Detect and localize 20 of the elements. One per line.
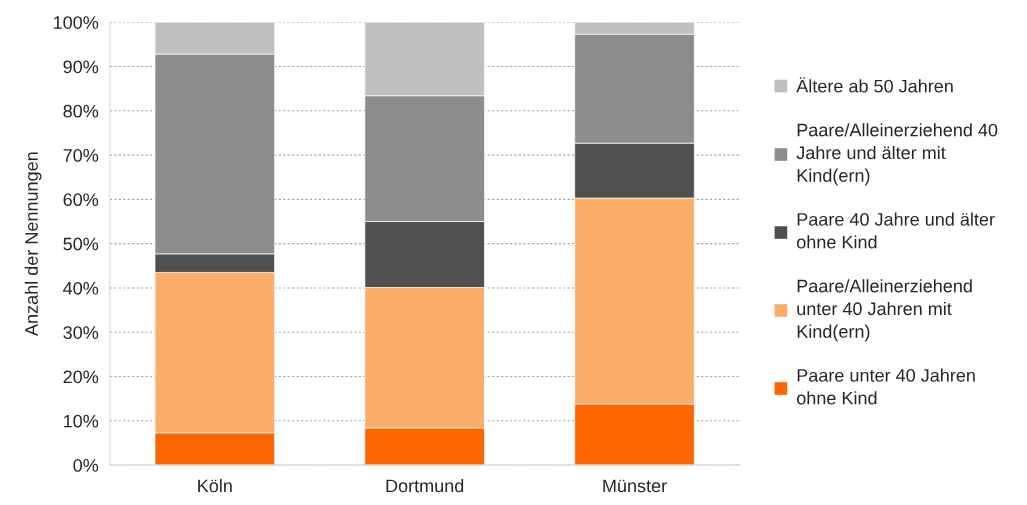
y-tick-label: 50% <box>63 237 99 251</box>
y-axis-title: Anzahl der Nennungen <box>24 152 42 336</box>
legend-label: Paare/Alleinerziehend unter 40 Jahren mit Kind(ern) <box>797 279 972 342</box>
legend-label: Ältere ab 50 Jahren <box>796 77 953 93</box>
y-tick-label: 70% <box>63 149 99 162</box>
x-tick-label: Köln <box>198 478 232 493</box>
legend-label: Paare 40 Jahre und älter ohne Kind <box>797 212 995 249</box>
x-tick-label: Dortmund <box>386 478 464 493</box>
y-tick-label: 10% <box>64 414 99 428</box>
y-tick-label: 20% <box>63 370 99 384</box>
x-tick-label: Münster <box>603 479 667 493</box>
y-tick-label: 100% <box>53 16 99 29</box>
y-tick-label: 90% <box>63 60 99 74</box>
legend-label: Paare unter 40 Jahren ohne Kind <box>797 368 975 405</box>
y-tick-label: 30% <box>63 326 99 339</box>
y-tick-label: 40% <box>63 281 99 295</box>
y-tick-label: 80% <box>63 104 99 118</box>
y-tick-label: 0% <box>73 459 99 472</box>
y-tick-label: 60% <box>63 193 99 207</box>
legend-label: Paare/Alleinerziehend 40 Jahre und älter mit Kind(ern) <box>796 123 998 186</box>
